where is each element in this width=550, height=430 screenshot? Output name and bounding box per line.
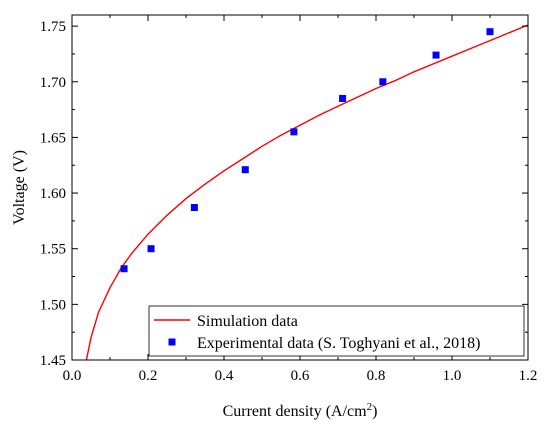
experimental-point (290, 128, 298, 136)
experimental-point (486, 28, 494, 36)
x-tick-label: 0.2 (139, 368, 158, 384)
legend-box (148, 305, 525, 357)
experimental-point (379, 78, 387, 86)
x-axis-title: Current density (A/cm2) (223, 401, 378, 420)
y-tick-label: 1.65 (40, 130, 66, 146)
y-tick-label: 1.75 (40, 19, 66, 35)
y-tick-label: 1.50 (40, 297, 66, 313)
x-tick-label: 1.2 (519, 368, 538, 384)
legend-experimental-marker (168, 338, 176, 346)
x-tick-label: 0.0 (63, 368, 82, 384)
simulation-line (85, 24, 529, 361)
plot-area (85, 24, 529, 361)
y-tick-label: 1.60 (40, 186, 66, 202)
y-tick-label: 1.55 (40, 242, 66, 258)
experimental-point (147, 245, 155, 253)
x-tick-label: 0.4 (215, 368, 234, 384)
y-tick-label: 1.70 (40, 75, 66, 91)
x-tick-label: 0.8 (367, 368, 386, 384)
axis-ticks: 0.0 0.2 0.4 0.6 0.8 1.0 1.2 1.45 1.50 1.55 1.60 1.6… (40, 15, 538, 384)
y-axis-title: Voltage (V) (11, 150, 28, 225)
experimental-point (120, 265, 128, 273)
experimental-point (241, 166, 249, 174)
experimental-point (339, 94, 347, 102)
legend-experimental-label: Experimental data (S. Toghyani et al., 2… (197, 335, 480, 352)
legend-simulation-label: Simulation data (197, 313, 298, 330)
experimental-point (190, 204, 198, 212)
x-tick-label: 1.0 (443, 368, 462, 384)
x-tick-label: 0.6 (291, 368, 310, 384)
y-tick-label: 1.45 (40, 353, 66, 369)
legend: Simulation data Experimental data (S. To… (148, 305, 525, 357)
experimental-point (432, 51, 440, 59)
